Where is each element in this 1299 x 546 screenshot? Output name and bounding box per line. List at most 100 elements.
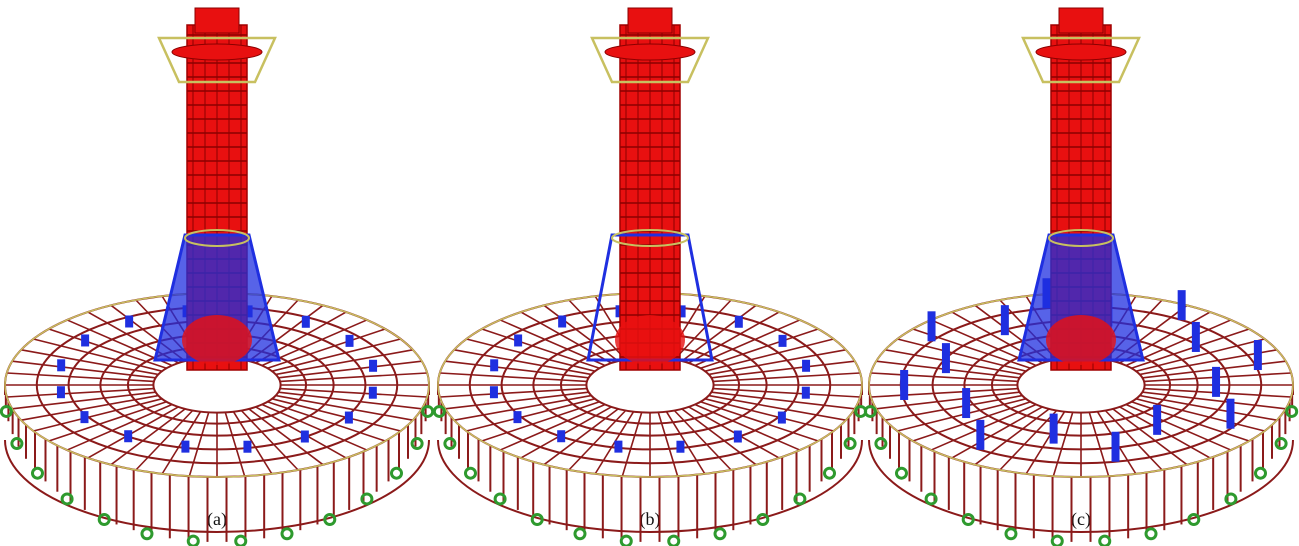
support <box>1226 494 1236 504</box>
column <box>558 315 566 327</box>
column <box>57 386 65 398</box>
support <box>325 514 335 524</box>
support <box>1006 529 1016 539</box>
inner-core <box>1046 315 1116 365</box>
column <box>1212 367 1220 397</box>
support <box>62 494 72 504</box>
deck-floor <box>1036 44 1126 60</box>
column <box>513 411 521 423</box>
column <box>900 370 908 400</box>
column <box>1050 414 1058 444</box>
support <box>495 494 505 504</box>
radial-beam <box>482 402 600 441</box>
column <box>369 387 377 399</box>
radial-beam <box>267 402 385 441</box>
support <box>236 536 246 546</box>
column <box>243 441 251 453</box>
support <box>423 406 433 416</box>
column <box>369 360 377 372</box>
structure-model <box>1 8 432 546</box>
inner-core <box>615 315 685 365</box>
column <box>1226 399 1234 429</box>
column <box>346 335 354 347</box>
radial-beam <box>700 329 818 368</box>
radial-beam <box>913 402 1031 441</box>
column <box>778 412 786 424</box>
support <box>412 439 422 449</box>
support <box>795 494 805 504</box>
caption: (c) <box>1071 509 1091 530</box>
radial-beam <box>267 329 385 368</box>
figure: (a) (b) (c) <box>0 0 1299 546</box>
column <box>1112 432 1120 462</box>
deck-floor <box>605 44 695 60</box>
radial-beam <box>700 402 818 441</box>
caption: (b) <box>640 509 661 530</box>
support <box>465 468 475 478</box>
column <box>614 441 622 453</box>
column <box>490 359 498 371</box>
support <box>362 494 372 504</box>
support <box>188 536 198 546</box>
column <box>80 411 88 423</box>
column <box>962 388 970 418</box>
caption: (a) <box>207 509 227 530</box>
structure-model <box>434 8 865 546</box>
support <box>963 514 973 524</box>
radial-beam <box>49 329 167 368</box>
support <box>532 514 542 524</box>
radial-beam <box>49 402 167 441</box>
column <box>557 430 565 442</box>
support <box>865 406 875 416</box>
column <box>734 431 742 443</box>
support <box>1052 536 1062 546</box>
support <box>99 514 109 524</box>
support <box>142 529 152 539</box>
support <box>715 529 725 539</box>
support <box>575 529 585 539</box>
column <box>928 311 936 341</box>
column <box>1192 322 1200 352</box>
column <box>125 315 133 327</box>
column <box>1254 340 1262 370</box>
support <box>1276 439 1286 449</box>
support <box>758 514 768 524</box>
support <box>1146 529 1156 539</box>
top-ring <box>195 8 239 33</box>
column <box>779 335 787 347</box>
support <box>1256 468 1266 478</box>
top-ring <box>628 8 672 33</box>
column <box>81 334 89 346</box>
column <box>735 316 743 328</box>
column <box>676 441 684 453</box>
column <box>302 316 310 328</box>
support <box>926 494 936 504</box>
support <box>1100 536 1110 546</box>
support <box>825 468 835 478</box>
column <box>1153 405 1161 435</box>
support <box>32 468 42 478</box>
page: (a) (b) (c) (() => { const data = JSON.p… <box>0 0 1299 546</box>
support <box>1 406 11 416</box>
radial-beam <box>482 329 600 368</box>
support <box>1189 514 1199 524</box>
support <box>434 406 444 416</box>
support <box>392 468 402 478</box>
support <box>896 468 906 478</box>
column <box>301 431 309 443</box>
column <box>181 441 189 453</box>
radial-beam <box>1131 329 1249 368</box>
column <box>802 360 810 372</box>
support <box>876 439 886 449</box>
column <box>490 386 498 398</box>
column <box>1001 305 1009 335</box>
support <box>845 439 855 449</box>
column <box>976 420 984 450</box>
support <box>282 529 292 539</box>
structure-model <box>865 8 1296 546</box>
support <box>669 536 679 546</box>
support <box>12 439 22 449</box>
column <box>942 343 950 373</box>
support <box>621 536 631 546</box>
column <box>802 387 810 399</box>
